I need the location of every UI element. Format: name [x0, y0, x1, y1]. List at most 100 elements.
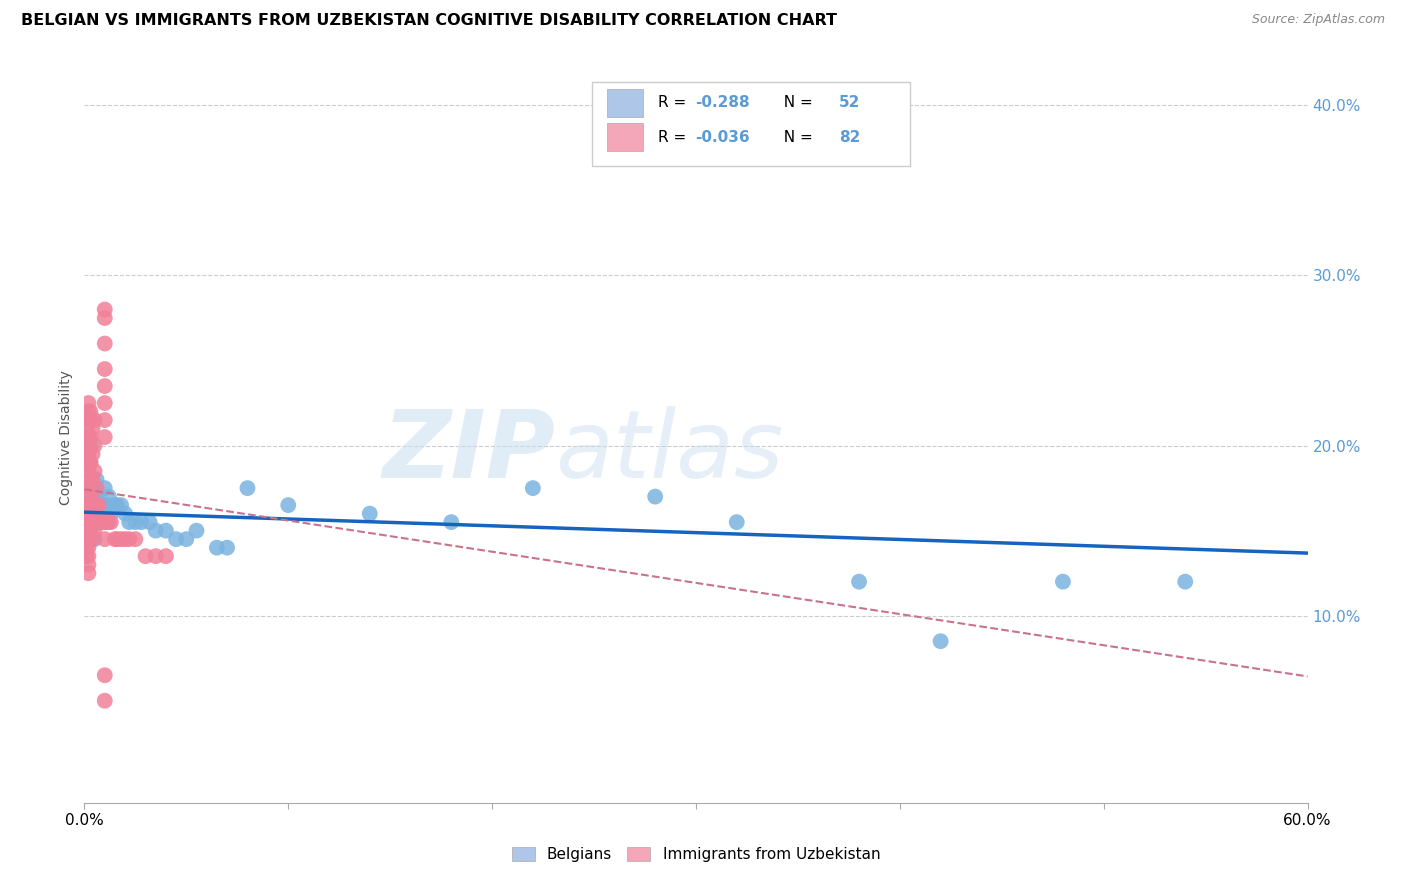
Point — [205, 541, 228, 555]
Point — [83, 413, 105, 427]
Text: -0.288: -0.288 — [695, 95, 749, 111]
Point — [77, 566, 100, 581]
Point — [79, 404, 101, 418]
Point — [77, 532, 100, 546]
Point — [110, 532, 132, 546]
Point — [87, 515, 110, 529]
Text: atlas: atlas — [555, 406, 783, 497]
Point — [104, 532, 127, 546]
Point — [77, 464, 100, 478]
Point — [77, 396, 100, 410]
Point — [79, 490, 101, 504]
Point — [93, 515, 115, 529]
Point — [87, 515, 110, 529]
Point — [83, 498, 105, 512]
Point — [87, 498, 110, 512]
Point — [79, 507, 101, 521]
Y-axis label: Cognitive Disability: Cognitive Disability — [59, 369, 73, 505]
Point — [145, 549, 167, 563]
Point — [77, 430, 100, 444]
Point — [155, 549, 177, 563]
Point — [93, 694, 115, 708]
Point — [110, 498, 132, 512]
Point — [82, 490, 104, 504]
Point — [91, 498, 114, 512]
Point — [104, 498, 127, 512]
Point — [1174, 574, 1197, 589]
Point — [77, 404, 100, 418]
Point — [75, 413, 97, 427]
Point — [145, 524, 167, 538]
Text: 52: 52 — [839, 95, 860, 111]
Point — [124, 515, 146, 529]
Point — [83, 490, 105, 504]
Point — [93, 311, 115, 326]
Point — [165, 532, 187, 546]
Point — [77, 549, 100, 563]
Point — [174, 532, 197, 546]
Point — [929, 634, 952, 648]
Point — [725, 515, 748, 529]
Point — [87, 498, 110, 512]
Point — [79, 473, 101, 487]
Point — [86, 498, 108, 512]
Point — [75, 430, 97, 444]
Point — [93, 379, 115, 393]
Text: R =: R = — [658, 95, 692, 111]
Point — [77, 524, 100, 538]
Point — [93, 413, 115, 427]
Point — [79, 430, 101, 444]
Point — [82, 515, 104, 529]
Point — [77, 515, 100, 529]
Point — [93, 481, 115, 495]
Point — [114, 532, 136, 546]
Point — [83, 481, 105, 495]
Point — [82, 447, 104, 461]
Point — [77, 558, 100, 572]
Point — [75, 421, 97, 435]
Point — [277, 498, 299, 512]
Point — [124, 532, 146, 546]
Point — [155, 524, 177, 538]
Point — [82, 498, 104, 512]
Point — [82, 473, 104, 487]
Text: N =: N = — [775, 129, 818, 145]
Point — [79, 524, 101, 538]
Point — [217, 541, 239, 555]
FancyBboxPatch shape — [606, 89, 644, 117]
Point — [75, 490, 97, 504]
Point — [82, 498, 104, 512]
Point — [79, 439, 101, 453]
Point — [75, 507, 97, 521]
Point — [93, 515, 115, 529]
Point — [83, 498, 105, 512]
Text: ZIP: ZIP — [382, 406, 555, 498]
Point — [79, 456, 101, 470]
Point — [186, 524, 208, 538]
Point — [96, 498, 118, 512]
Point — [75, 515, 97, 529]
Point — [75, 456, 97, 470]
Point — [86, 490, 108, 504]
Point — [86, 515, 108, 529]
Point — [93, 396, 115, 410]
Text: -0.036: -0.036 — [695, 129, 749, 145]
Point — [79, 413, 101, 427]
Point — [90, 515, 112, 529]
Point — [236, 481, 259, 495]
Point — [93, 302, 115, 317]
Point — [83, 515, 105, 529]
Point — [97, 515, 120, 529]
Point — [100, 507, 122, 521]
Point — [82, 532, 104, 546]
Text: N =: N = — [775, 95, 818, 111]
Point — [118, 532, 141, 546]
FancyBboxPatch shape — [592, 82, 910, 167]
Point — [131, 515, 153, 529]
Point — [440, 515, 463, 529]
Point — [138, 515, 160, 529]
Point — [77, 413, 100, 427]
Point — [75, 481, 97, 495]
Text: R =: R = — [658, 129, 692, 145]
Point — [90, 498, 112, 512]
